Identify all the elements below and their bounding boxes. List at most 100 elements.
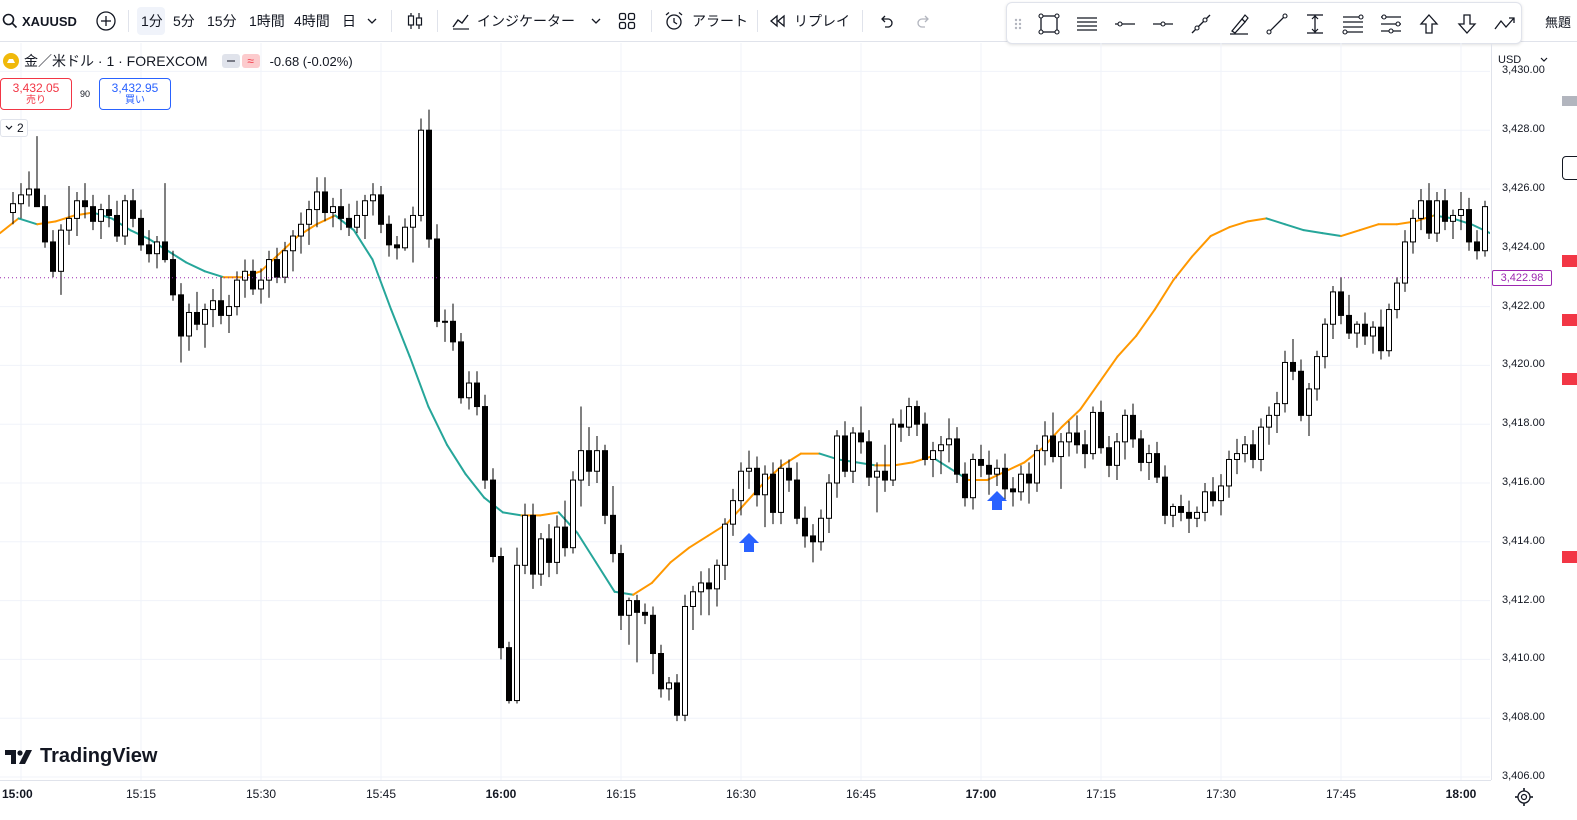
- candle: [858, 406, 864, 454]
- candle-body-down: [378, 194, 384, 225]
- timeframe-5m[interactable]: 5分: [173, 13, 195, 29]
- candle: [1154, 441, 1160, 483]
- candle: [610, 485, 616, 563]
- candle-body-up: [1218, 485, 1224, 502]
- ma-segment: [669, 546, 691, 564]
- scale-scrollbar-mark[interactable]: [1562, 96, 1577, 106]
- candle: [954, 427, 960, 483]
- tradingview-logo[interactable]: TradingView: [4, 745, 157, 768]
- candle: [378, 186, 384, 234]
- candle: [1474, 230, 1480, 260]
- ma-segment: [464, 473, 486, 499]
- rectangle-tool-icon[interactable]: [1036, 11, 1062, 37]
- candle: [194, 291, 200, 331]
- path-tool-icon[interactable]: [1492, 11, 1518, 37]
- chart-pane[interactable]: [0, 43, 1490, 780]
- candle: [354, 200, 360, 234]
- alarm-clock-icon: [665, 12, 683, 30]
- ma-segment: [1004, 461, 1026, 473]
- last-price-label: 3,422.98: [1492, 269, 1552, 286]
- candle-body-up: [26, 188, 32, 196]
- candle-body-down: [794, 479, 800, 519]
- approx-toggle[interactable]: ≈: [241, 54, 260, 68]
- horizontal-lines-tool-icon[interactable]: [1074, 11, 1100, 37]
- candle: [154, 236, 160, 269]
- visibility-toggle[interactable]: [221, 54, 240, 68]
- fib-retracement-tool-icon[interactable]: [1340, 11, 1366, 37]
- parallel-channel-tool-icon[interactable]: [1378, 11, 1404, 37]
- drag-handle-icon[interactable]: [1011, 11, 1025, 37]
- ma-segment: [576, 531, 597, 564]
- timeframe-15m[interactable]: 15分: [207, 13, 237, 29]
- undo-button[interactable]: [876, 0, 896, 42]
- symbol-legend[interactable]: 金／米ドル · 1 · FOREXCOM ≈ -0.68 (-0.02%): [0, 50, 353, 72]
- candle-body-up: [234, 279, 240, 308]
- candle: [370, 183, 376, 216]
- trend-line-tool-icon[interactable]: [1188, 11, 1214, 37]
- chevron-down-icon: [1540, 57, 1548, 62]
- time-tick-label: 17:00: [965, 787, 997, 801]
- layouts-button[interactable]: [617, 0, 637, 42]
- time-tick-label: 15:45: [365, 787, 397, 801]
- candle-body-down: [954, 438, 960, 475]
- ma-segment: [1116, 335, 1138, 358]
- candle: [10, 191, 16, 225]
- candle: [490, 468, 496, 563]
- timeframe-dropdown[interactable]: [366, 0, 378, 42]
- candle-body-down: [1050, 435, 1056, 458]
- price-chart[interactable]: [0, 43, 1490, 780]
- arrow-up-tool-icon[interactable]: [1416, 11, 1442, 37]
- ma-segment: [185, 261, 206, 273]
- horizontal-line-tool-icon[interactable]: [1150, 11, 1176, 37]
- sell-button[interactable]: 3,432.05 売り: [0, 78, 72, 110]
- symbol-search[interactable]: XAUUSD: [2, 0, 77, 42]
- layout-title[interactable]: 無題: [1545, 14, 1572, 30]
- price-range-tool-icon[interactable]: [1302, 11, 1328, 37]
- price-axis[interactable]: USD 3,430.00 3,428.00 3,426.00 3,424.00 3,42…: [1491, 43, 1577, 782]
- candles: [10, 109, 1488, 722]
- price-tick-label: 3,406.00: [1502, 770, 1545, 782]
- buy-button[interactable]: 3,432.95 買い: [99, 78, 171, 110]
- compare-button[interactable]: [95, 0, 117, 42]
- buy-signal-arrow: [739, 533, 759, 552]
- candle: [26, 171, 32, 207]
- replay-button[interactable]: リプレイ: [768, 0, 850, 42]
- chart-type-button[interactable]: [404, 0, 426, 42]
- candle-body-down: [530, 514, 536, 575]
- indicators-button[interactable]: インジケーター: [450, 0, 575, 42]
- candle-body-up: [98, 209, 104, 222]
- brush-tool-icon[interactable]: [1226, 11, 1252, 37]
- candle: [290, 230, 296, 272]
- candle: [250, 259, 256, 295]
- line-tool-icon[interactable]: [1264, 11, 1290, 37]
- ma-segment: [371, 258, 393, 311]
- chart-settings-button[interactable]: [1512, 785, 1536, 809]
- timeframe-4h[interactable]: 4時間: [294, 13, 330, 29]
- time-tick-label: 17:15: [1085, 787, 1117, 801]
- candle: [922, 412, 928, 466]
- horizontal-ray-tool-icon[interactable]: [1112, 11, 1138, 37]
- indicators-collapse-button[interactable]: 2: [0, 119, 28, 137]
- scale-settings-tab[interactable]: [1562, 156, 1577, 180]
- candle-body-down: [458, 341, 464, 399]
- candle: [1362, 312, 1368, 345]
- candle: [626, 597, 632, 645]
- ma-segment: [781, 452, 802, 467]
- timeframe-1m[interactable]: 1分: [141, 13, 163, 29]
- redo-button[interactable]: [914, 0, 934, 42]
- time-axis[interactable]: 15:00 15:15 15:30 15:45 16:00 16:15 16:30 16:45…: [0, 780, 1491, 820]
- candle-body-down: [138, 217, 144, 246]
- alert-button[interactable]: アラート: [663, 0, 748, 42]
- currency-selector[interactable]: USD: [1498, 49, 1554, 71]
- indicator-icon: [452, 14, 469, 30]
- toolbar-divider: [128, 10, 129, 32]
- candle-body-down: [1162, 476, 1168, 516]
- time-tick-label: 15:30: [245, 787, 277, 801]
- candle: [1338, 277, 1344, 325]
- timeframe-1h[interactable]: 1時間: [249, 13, 285, 29]
- arrow-down-tool-icon[interactable]: [1454, 11, 1480, 37]
- candle-body-up: [666, 682, 672, 690]
- indicators-dropdown[interactable]: [590, 0, 602, 42]
- buy-price: 3,432.95: [111, 81, 159, 95]
- timeframe-1d[interactable]: 日: [342, 13, 356, 29]
